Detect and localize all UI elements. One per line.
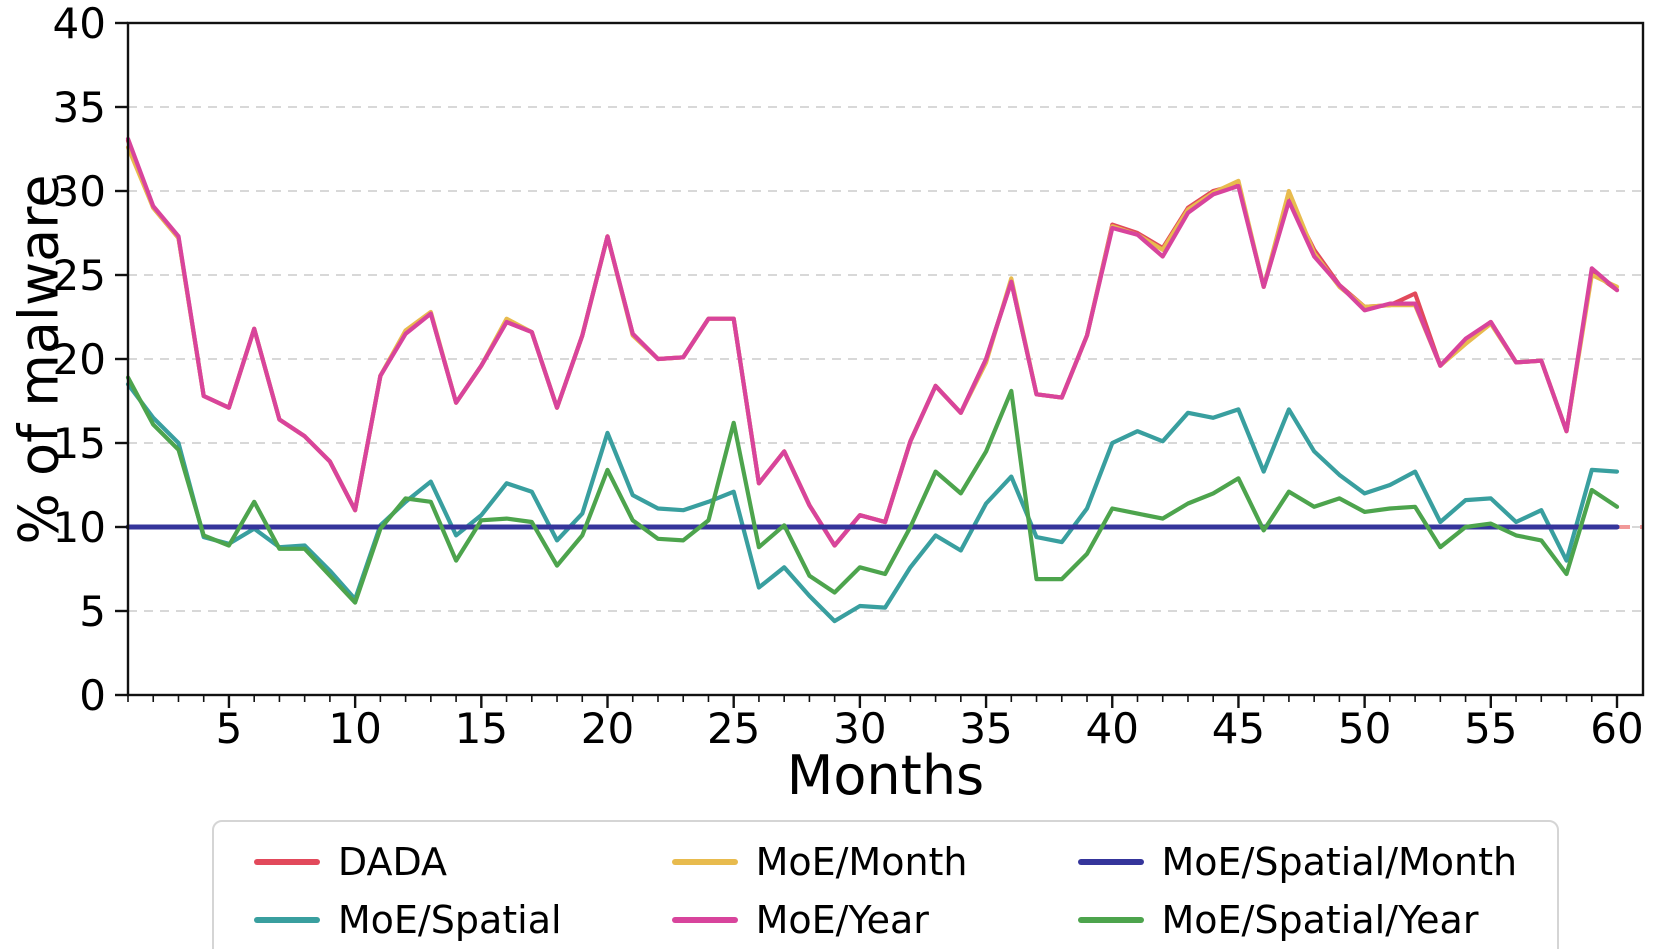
y-tick-label-20: 20 xyxy=(53,335,106,384)
legend-label-moe-month: MoE/Month xyxy=(755,840,968,884)
moe-month-line-swatch xyxy=(671,859,738,865)
legend-label-moe-year: MoE/Year xyxy=(755,898,929,942)
legend-row: DADA MoE/Spatial MoE/Month MoE/Year MoE/… xyxy=(128,820,1643,949)
y-tick-label-10: 10 xyxy=(53,503,106,552)
moe-spatial-year-line-swatch xyxy=(1077,917,1144,923)
x-tick-label-50: 50 xyxy=(1338,704,1391,753)
x-tick-label-45: 45 xyxy=(1212,704,1265,753)
legend-label-moe-spatial-month: MoE/Spatial/Month xyxy=(1161,840,1518,884)
y-tick-label-35: 35 xyxy=(53,83,106,132)
legend-item-moe-year: MoE/Year xyxy=(671,896,968,944)
y-tick-label-5: 5 xyxy=(79,587,106,636)
series-line-moe-spatial-year xyxy=(125,375,1620,605)
legend-item-moe-spatial-year: MoE/Spatial/Year xyxy=(1077,896,1518,944)
x-tick-label-35: 35 xyxy=(959,704,1012,753)
y-tick-label-15: 15 xyxy=(53,419,106,468)
y-tick-label-0: 0 xyxy=(79,671,106,720)
x-tick-label-15: 15 xyxy=(455,704,508,753)
moe-spatial-line-swatch xyxy=(253,917,320,923)
x-tick-label-20: 20 xyxy=(581,704,634,753)
x-tick-label-60: 60 xyxy=(1590,704,1643,753)
legend-label-moe-spatial: MoE/Spatial xyxy=(337,898,562,942)
legend-item-moe-spatial: MoE/Spatial xyxy=(253,896,562,944)
legend: DADA MoE/Spatial MoE/Month MoE/Year MoE/… xyxy=(211,820,1560,949)
y-tick-label-30: 30 xyxy=(53,167,106,216)
x-tick-label-40: 40 xyxy=(1086,704,1139,753)
legend-label-moe-spatial-year: MoE/Spatial/Year xyxy=(1161,898,1479,942)
x-tick-label-30: 30 xyxy=(833,704,886,753)
legend-item-dada: DADA xyxy=(253,838,562,886)
y-tick-label-25: 25 xyxy=(53,251,106,300)
y-tick-label-40: 40 xyxy=(53,0,106,48)
x-tick-label-25: 25 xyxy=(707,704,760,753)
x-tick-label-5: 5 xyxy=(216,704,243,753)
legend-item-moe-month: MoE/Month xyxy=(671,838,968,886)
moe-spatial-month-line-swatch xyxy=(1077,859,1144,865)
x-tick-label-55: 55 xyxy=(1464,704,1517,753)
series-line-moe-year xyxy=(125,136,1620,548)
legend-label-dada: DADA xyxy=(337,840,448,884)
dada-line-swatch xyxy=(253,859,320,865)
x-tick-label-10: 10 xyxy=(328,704,381,753)
legend-item-moe-spatial-month: MoE/Spatial/Month xyxy=(1077,838,1518,886)
moe-year-line-swatch xyxy=(671,917,738,923)
series-line-moe-month xyxy=(125,145,1620,548)
